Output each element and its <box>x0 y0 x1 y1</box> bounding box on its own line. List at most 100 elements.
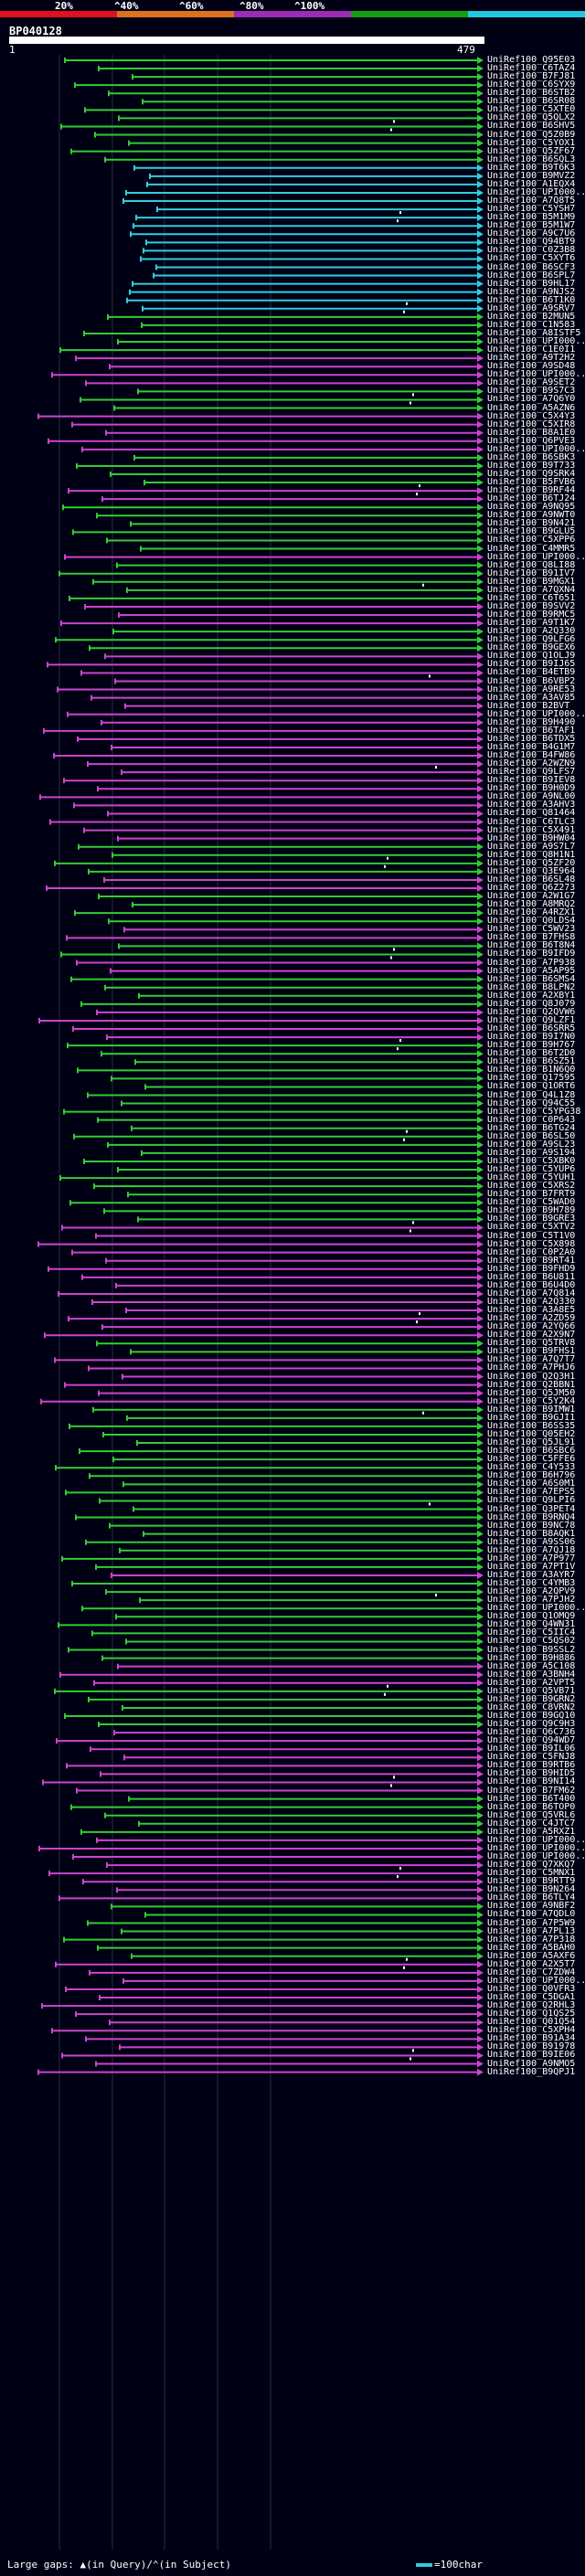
hit-label[interactable]: UniRef100_B6SBC6 <box>487 1446 576 1457</box>
hit-label[interactable]: UniRef100_C5X4Y3 <box>487 410 576 421</box>
hit-label[interactable]: UniRef100_B9SVV2 <box>487 600 576 611</box>
hit-label[interactable]: UniRef100_Q01Q54 <box>487 2017 576 2028</box>
hit-label[interactable]: UniRef100_B2BVT <box>487 700 570 711</box>
hit-label[interactable]: UniRef100_B6TDX5 <box>487 733 576 744</box>
hit-label[interactable]: UniRef100_B6SPL7 <box>487 270 576 281</box>
hit-label[interactable]: UniRef100_Q94C55 <box>487 1097 576 1108</box>
hit-label[interactable]: UniRef100_A7QDL0 <box>487 1909 576 1920</box>
hit-label[interactable]: UniRef100_Q0VFR3 <box>487 1983 576 1994</box>
hit-label[interactable]: UniRef100_A7PL13 <box>487 1925 576 1936</box>
hit-label[interactable]: UniRef100_C1E0I1 <box>487 345 576 355</box>
hit-label[interactable]: UniRef100_B6TAF1 <box>487 725 576 736</box>
hit-label[interactable]: UniRef100_A9SL23 <box>487 1139 576 1150</box>
hit-label[interactable]: UniRef100_Q2RHL3 <box>487 2000 576 2011</box>
hit-label[interactable]: UniRef100_B6SL50 <box>487 1130 576 1141</box>
hit-label[interactable]: UniRef100_UPI000... <box>487 369 585 380</box>
hit-label[interactable]: UniRef100_A5BAH0 <box>487 1942 576 1953</box>
hit-label[interactable]: UniRef100_B9FHD9 <box>487 1263 576 1274</box>
hit-label[interactable]: UniRef100_A9NQ95 <box>487 502 576 513</box>
hit-label[interactable]: UniRef100_Q3E964 <box>487 865 576 876</box>
hit-label[interactable]: UniRef100_B9IJ65 <box>487 659 576 670</box>
hit-label[interactable]: UniRef100_B9MGX1 <box>487 576 576 587</box>
hit-label[interactable]: UniRef100_B9NI14 <box>487 1776 576 1787</box>
hit-label[interactable]: UniRef100_B5M1W7 <box>487 220 576 231</box>
hit-label[interactable]: UniRef100_B6SZ51 <box>487 1056 576 1067</box>
hit-label[interactable]: UniRef100_B9IFD9 <box>487 949 576 959</box>
hit-label[interactable]: UniRef100_Q7XKQ7 <box>487 1860 576 1871</box>
hit-label[interactable]: UniRef100_C5IIC4 <box>487 1627 576 1638</box>
hit-label[interactable]: UniRef100_B6TOP0 <box>487 1801 576 1812</box>
hit-label[interactable]: UniRef100_Q1OLJ9 <box>487 651 576 662</box>
hit-label[interactable]: UniRef100_C4MMR5 <box>487 543 576 554</box>
hit-label[interactable]: UniRef100_C5XPP6 <box>487 535 576 546</box>
hit-label[interactable]: UniRef100_C5Y2K4 <box>487 1395 576 1406</box>
hit-label[interactable]: UniRef100_A2VPT5 <box>487 1677 576 1688</box>
hit-label[interactable]: UniRef100_B9GRN2 <box>487 1693 576 1704</box>
hit-label[interactable]: UniRef100_Q95E03 <box>487 55 576 65</box>
hit-label[interactable]: UniRef100_A2Q330 <box>487 626 576 637</box>
hit-label[interactable]: UniRef100_B6SBK3 <box>487 451 576 462</box>
hit-label[interactable]: UniRef100_B6T1K0 <box>487 294 576 305</box>
hit-label[interactable]: UniRef100_B91IV7 <box>487 567 576 578</box>
hit-label[interactable]: UniRef100_A4RZX1 <box>487 907 576 918</box>
hit-label[interactable]: UniRef100_B9QPJ1 <box>487 2066 576 2077</box>
hit-label[interactable]: UniRef100_C6TLC3 <box>487 816 576 827</box>
hit-label[interactable]: UniRef100_C5X898 <box>487 1238 576 1249</box>
hit-label[interactable]: UniRef100_A9T2H2 <box>487 353 576 364</box>
hit-label[interactable]: UniRef100_Q9LZF1 <box>487 1014 576 1025</box>
hit-label[interactable]: UniRef100_C5XTV2 <box>487 1222 576 1233</box>
hit-label[interactable]: UniRef100_A2QPV9 <box>487 1586 576 1597</box>
hit-label[interactable]: UniRef100_B9T6K3 <box>487 162 576 173</box>
hit-label[interactable]: UniRef100_A2X5T7 <box>487 1958 576 1969</box>
hit-label[interactable]: UniRef100_C4JTC7 <box>487 1818 576 1829</box>
hit-label[interactable]: UniRef100_Q6C736 <box>487 1727 576 1738</box>
hit-label[interactable]: UniRef100_B9GEX6 <box>487 642 576 653</box>
hit-label[interactable]: UniRef100_B6SRR5 <box>487 1023 576 1034</box>
hit-label[interactable]: UniRef100_B7FJ81 <box>487 71 576 82</box>
hit-label[interactable]: UniRef100_B9IMW1 <box>487 1404 576 1415</box>
hit-label[interactable]: UniRef100_A9T1K7 <box>487 618 576 629</box>
hit-label[interactable]: UniRef100_UPI000... <box>487 443 585 454</box>
hit-label[interactable]: UniRef100_B91978 <box>487 2041 576 2052</box>
hit-label[interactable]: UniRef100_C6TAZ4 <box>487 63 576 74</box>
hit-label[interactable]: UniRef100_B9IL06 <box>487 1744 576 1754</box>
hit-label[interactable]: UniRef100_A9RE53 <box>487 684 576 694</box>
hit-label[interactable]: UniRef100_Q5VB71 <box>487 1685 576 1696</box>
hit-label[interactable]: UniRef100_A7P5W9 <box>487 1917 576 1928</box>
hit-label[interactable]: UniRef100_B8LPN2 <box>487 981 576 992</box>
hit-label[interactable]: UniRef100_A5AZN6 <box>487 402 576 413</box>
hit-label[interactable]: UniRef100_C5MNX1 <box>487 1868 576 1879</box>
hit-label[interactable]: UniRef100_C5XTE0 <box>487 104 576 115</box>
hit-label[interactable]: UniRef100_B9T733 <box>487 460 576 471</box>
hit-label[interactable]: UniRef100_Q2Q3H1 <box>487 1371 576 1382</box>
hit-label[interactable]: UniRef100_B6SL48 <box>487 874 576 885</box>
hit-label[interactable]: UniRef100_Q6Z273 <box>487 883 576 893</box>
hit-label[interactable]: UniRef100_B9FHS1 <box>487 1346 576 1357</box>
hit-label[interactable]: UniRef100_Q9SRK4 <box>487 469 576 479</box>
hit-label[interactable]: UniRef100_Q9C9H3 <box>487 1719 576 1730</box>
hit-label[interactable]: UniRef100_A7Q7T7 <box>487 1354 576 1365</box>
hit-label[interactable]: UniRef100_A2Q330 <box>487 1297 576 1307</box>
hit-label[interactable]: UniRef100_B6SMS4 <box>487 973 576 984</box>
hit-label[interactable]: UniRef100_A3BNH4 <box>487 1669 576 1680</box>
hit-label[interactable]: UniRef100_B6SS35 <box>487 1420 576 1431</box>
hit-label[interactable]: UniRef100_UPI000... <box>487 1842 585 1853</box>
hit-label[interactable]: UniRef100_B9N264 <box>487 1884 576 1895</box>
hit-label[interactable]: UniRef100_B9H789 <box>487 1205 576 1216</box>
hit-label[interactable]: UniRef100_C0Z3B8 <box>487 245 576 256</box>
hit-label[interactable]: UniRef100_Q9LFG6 <box>487 634 576 645</box>
hit-label[interactable]: UniRef100_B9NC78 <box>487 1520 576 1531</box>
hit-label[interactable]: UniRef100_A2XBY1 <box>487 990 576 1001</box>
hit-label[interactable]: UniRef100_C5XBK0 <box>487 1155 576 1166</box>
hit-label[interactable]: UniRef100_B9HL17 <box>487 278 576 289</box>
hit-label[interactable]: UniRef100_B6T2D0 <box>487 1048 576 1059</box>
hit-label[interactable]: UniRef100_B9RNQ4 <box>487 1511 576 1522</box>
hit-label[interactable]: UniRef100_C5YSH7 <box>487 204 576 215</box>
hit-label[interactable]: UniRef100_Q2QVW6 <box>487 1006 576 1017</box>
hit-label[interactable]: UniRef100_A9SD48 <box>487 361 576 372</box>
hit-label[interactable]: UniRef100_C5XPH4 <box>487 2025 576 2036</box>
hit-label[interactable]: UniRef100_A2ZD59 <box>487 1313 576 1324</box>
hit-label[interactable]: UniRef100_A8ISTF5 <box>487 327 581 338</box>
hit-label[interactable]: UniRef100_B9H886 <box>487 1652 576 1663</box>
hit-label[interactable]: UniRef100_B5FVB6 <box>487 477 576 488</box>
